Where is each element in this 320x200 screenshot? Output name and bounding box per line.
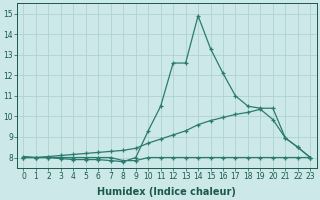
X-axis label: Humidex (Indice chaleur): Humidex (Indice chaleur) — [98, 187, 236, 197]
